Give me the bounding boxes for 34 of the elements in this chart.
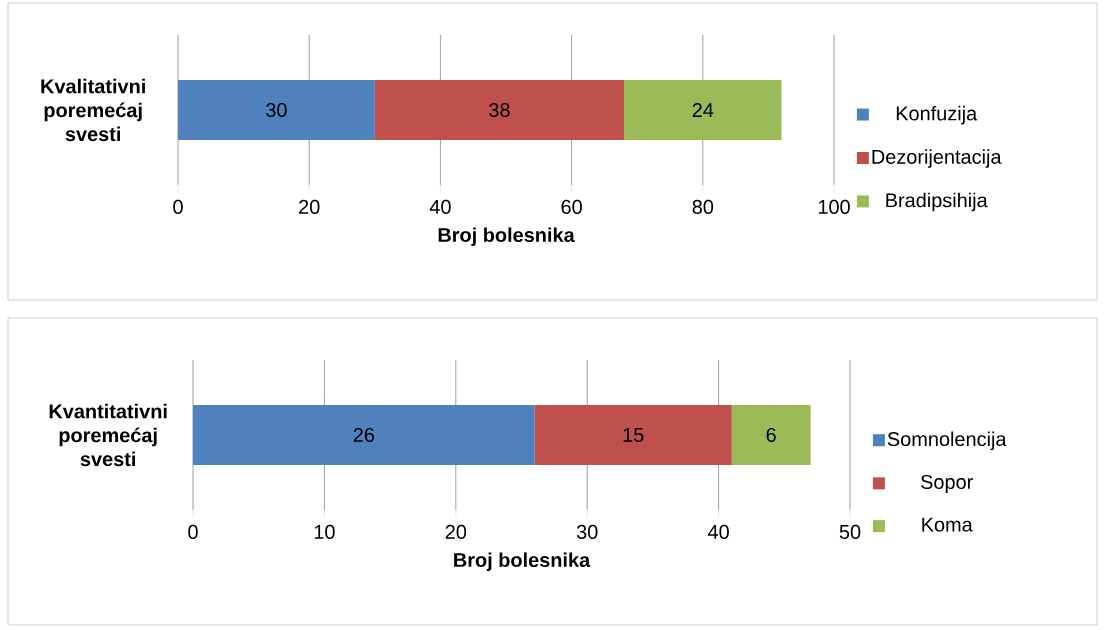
x-tick-label: 0 — [173, 199, 183, 214]
data-label: 30 — [266, 102, 287, 118]
x-axis-title: Broj bolesnika — [438, 227, 575, 246]
data-label: 38 — [489, 102, 510, 118]
x-tick-label: 60 — [561, 199, 582, 214]
x-axis-title: Broj bolesnika — [454, 552, 591, 571]
data-label: 15 — [623, 428, 644, 442]
x-tick-label: 30 — [576, 524, 598, 539]
x-tick-label: 20 — [445, 524, 467, 539]
legend-label: Konfuzija — [896, 105, 978, 125]
bar — [731, 404, 811, 465]
data-label: 26 — [353, 427, 375, 443]
bar — [534, 404, 732, 465]
x-tick-label: 0 — [188, 524, 198, 539]
x-tick-label: 80 — [692, 199, 714, 214]
legend-label: Dezorijentacija — [872, 149, 1002, 168]
x-tick-label: 10 — [314, 524, 335, 539]
legend-label: Bradipsihija — [886, 192, 988, 212]
legend-label: Sopor — [921, 474, 973, 493]
bar — [178, 79, 375, 140]
data-label: 24 — [692, 103, 714, 117]
bar — [374, 79, 625, 140]
x-tick-label: 50 — [839, 524, 861, 539]
x-tick-label: 20 — [299, 199, 320, 214]
bar — [193, 404, 535, 465]
data-label: 6 — [766, 427, 776, 443]
x-tick-label: 40 — [707, 524, 729, 539]
y-tick-label: Kvalitativni poremećaj svesti — [41, 78, 145, 142]
x-tick-label: 100 — [818, 199, 850, 214]
x-tick-label: 40 — [429, 199, 451, 214]
y-tick-label: Kvantitativni poremećaj svesti — [49, 403, 167, 467]
bar — [624, 79, 782, 140]
legend-label: Somnolencija — [887, 431, 1007, 451]
legend-label: Koma — [922, 517, 973, 532]
